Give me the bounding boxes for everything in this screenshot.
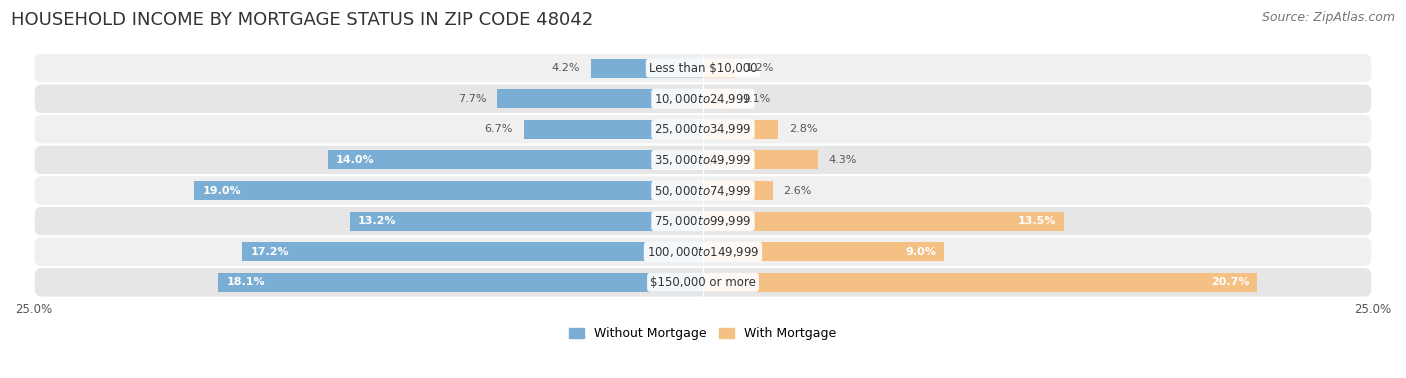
Text: Less than $10,000: Less than $10,000 bbox=[648, 62, 758, 74]
Bar bbox=[703, 89, 733, 108]
Bar bbox=[218, 273, 703, 292]
Text: HOUSEHOLD INCOME BY MORTGAGE STATUS IN ZIP CODE 48042: HOUSEHOLD INCOME BY MORTGAGE STATUS IN Z… bbox=[11, 11, 593, 29]
Text: 4.2%: 4.2% bbox=[551, 63, 579, 73]
Bar bbox=[194, 181, 703, 200]
Bar bbox=[703, 120, 778, 139]
Text: 17.2%: 17.2% bbox=[250, 247, 290, 257]
Text: $35,000 to $49,999: $35,000 to $49,999 bbox=[654, 153, 752, 167]
FancyBboxPatch shape bbox=[34, 114, 1372, 145]
Text: 1.1%: 1.1% bbox=[744, 94, 772, 104]
Bar bbox=[328, 150, 703, 169]
FancyBboxPatch shape bbox=[34, 53, 1372, 84]
Text: 14.0%: 14.0% bbox=[336, 155, 375, 165]
Text: 2.8%: 2.8% bbox=[789, 124, 817, 134]
Text: $10,000 to $24,999: $10,000 to $24,999 bbox=[654, 92, 752, 106]
Text: 6.7%: 6.7% bbox=[485, 124, 513, 134]
Bar bbox=[703, 212, 1064, 231]
FancyBboxPatch shape bbox=[34, 84, 1372, 114]
Text: $25,000 to $34,999: $25,000 to $34,999 bbox=[654, 122, 752, 136]
Text: $100,000 to $149,999: $100,000 to $149,999 bbox=[647, 245, 759, 259]
Bar bbox=[703, 59, 735, 77]
Text: $75,000 to $99,999: $75,000 to $99,999 bbox=[654, 214, 752, 228]
FancyBboxPatch shape bbox=[34, 237, 1372, 267]
Bar bbox=[703, 181, 773, 200]
Bar bbox=[703, 242, 943, 261]
Text: 13.5%: 13.5% bbox=[1018, 216, 1056, 226]
Legend: Without Mortgage, With Mortgage: Without Mortgage, With Mortgage bbox=[564, 322, 842, 345]
FancyBboxPatch shape bbox=[34, 206, 1372, 237]
Text: 20.7%: 20.7% bbox=[1211, 277, 1250, 287]
Text: 7.7%: 7.7% bbox=[457, 94, 486, 104]
Bar bbox=[242, 242, 703, 261]
Bar bbox=[350, 212, 703, 231]
Bar bbox=[523, 120, 703, 139]
Text: $50,000 to $74,999: $50,000 to $74,999 bbox=[654, 184, 752, 198]
Text: 2.6%: 2.6% bbox=[783, 186, 811, 195]
Text: 18.1%: 18.1% bbox=[226, 277, 264, 287]
FancyBboxPatch shape bbox=[34, 175, 1372, 206]
FancyBboxPatch shape bbox=[34, 267, 1372, 297]
Bar bbox=[591, 59, 703, 77]
Bar bbox=[703, 150, 818, 169]
Bar bbox=[496, 89, 703, 108]
Text: 13.2%: 13.2% bbox=[357, 216, 396, 226]
Text: 19.0%: 19.0% bbox=[202, 186, 240, 195]
FancyBboxPatch shape bbox=[34, 145, 1372, 175]
Text: 4.3%: 4.3% bbox=[830, 155, 858, 165]
Text: 9.0%: 9.0% bbox=[905, 247, 936, 257]
Text: Source: ZipAtlas.com: Source: ZipAtlas.com bbox=[1261, 11, 1395, 24]
Bar bbox=[703, 273, 1257, 292]
Text: $150,000 or more: $150,000 or more bbox=[650, 276, 756, 289]
Text: 1.2%: 1.2% bbox=[745, 63, 775, 73]
